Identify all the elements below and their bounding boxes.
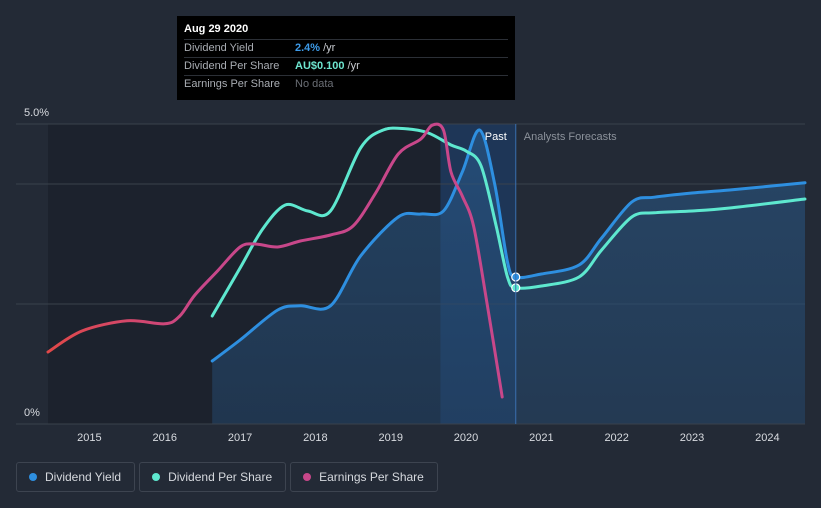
tooltip-row-earnings-per-share: Earnings Per Share No data — [184, 75, 508, 93]
legend-dot-icon — [29, 473, 37, 481]
tooltip-value: AU$0.100 — [295, 60, 345, 72]
dividend-yield-line — [210, 128, 807, 363]
tooltip-row-dividend-yield: Dividend Yield 2.4% /yr — [184, 39, 508, 57]
tooltip-value: 2.4% — [295, 42, 321, 54]
x-tick-label: 2020 — [454, 432, 478, 444]
y-tick-label: 5.0% — [24, 107, 49, 119]
forecast-label: Analysts Forecasts — [524, 131, 617, 143]
legend-label: Earnings Per Share — [319, 470, 424, 484]
tooltip-label: Dividend Per Share — [184, 60, 280, 72]
tooltip-value: No data — [295, 78, 334, 90]
x-tick-label: 2021 — [529, 432, 553, 444]
dividend-per-share-line — [210, 126, 807, 318]
legend-label: Dividend Per Share — [168, 470, 273, 484]
tooltip-label: Earnings Per Share — [184, 78, 280, 90]
x-tick-label: 2018 — [303, 432, 327, 444]
earnings-per-share-line — [46, 122, 504, 399]
y-tick-label: 0% — [24, 407, 40, 419]
legend-dividend-yield[interactable]: Dividend Yield — [16, 462, 136, 492]
past-label: Past — [485, 131, 507, 143]
x-tick-label: 2016 — [153, 432, 177, 444]
tooltip-date: Aug 29 2020 — [184, 23, 249, 35]
x-tick-label: 2017 — [228, 432, 252, 444]
tooltip-unit: /yr — [347, 60, 360, 72]
x-tick-label: 2023 — [680, 432, 704, 444]
legend-dot-icon — [152, 473, 161, 481]
x-tick-label: 2022 — [604, 432, 628, 444]
x-tick-label: 2019 — [378, 432, 402, 444]
legend-dot-icon — [303, 473, 312, 481]
chart-legend: Dividend Yield Dividend Per Share Earnin… — [16, 462, 438, 492]
tooltip-label: Dividend Yield — [184, 42, 254, 54]
x-tick-label: 2024 — [755, 432, 779, 444]
legend-earnings-per-share[interactable]: Earnings Per Share — [290, 462, 438, 492]
hover-tooltip: Aug 29 2020 Dividend Yield 2.4% /yr Divi… — [177, 16, 515, 100]
tooltip-row-dividend-per-share: Dividend Per Share AU$0.100 /yr — [184, 57, 508, 75]
legend-dividend-per-share[interactable]: Dividend Per Share — [139, 462, 287, 492]
legend-label: Dividend Yield — [45, 470, 122, 484]
x-tick-label: 2015 — [77, 432, 101, 444]
tooltip-unit: /yr — [323, 42, 336, 54]
